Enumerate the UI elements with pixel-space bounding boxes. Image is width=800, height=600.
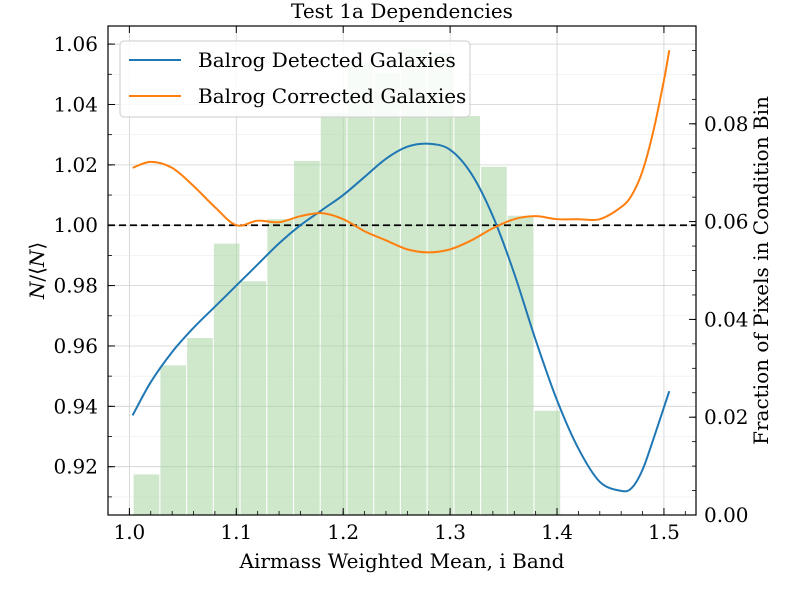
histogram-bar — [267, 219, 293, 515]
legend-label-2: Balrog Corrected Galaxies — [198, 84, 466, 108]
x-tick-label: 1.5 — [648, 520, 680, 544]
histogram-bar — [240, 281, 267, 515]
x-tick-label: 1.2 — [327, 520, 359, 544]
y-axis-label-part: N — [25, 248, 49, 268]
y-tick-label: 1.02 — [53, 153, 98, 177]
histogram-bar — [534, 410, 561, 515]
x-tick-label: 1.3 — [434, 520, 466, 544]
y2-tick-label: 0.06 — [704, 210, 749, 234]
y-tick-label: 1.04 — [53, 92, 98, 116]
y-axis-label-part: N — [25, 280, 49, 300]
x-tick-label: 1.0 — [113, 520, 145, 544]
axis-ticks: 1.0 1.1 1.2 1.3 1.4 1.5 0.92 0.94 0.96 0.98 1.00 1.… — [53, 26, 749, 544]
y-tick-label: 0.94 — [53, 394, 98, 418]
chart-title: Test 1a Dependencies — [291, 0, 513, 23]
y-axis-label: N/⟨N⟩ — [25, 242, 49, 300]
y-tick-label: 1.00 — [53, 213, 98, 237]
legend-label-1: Balrog Detected Galaxies — [198, 48, 456, 72]
histogram-bar — [187, 337, 213, 515]
histogram-bar — [213, 243, 240, 516]
y-axis-label-part: /⟨ — [25, 267, 49, 282]
y-tick-label: 0.92 — [53, 455, 98, 479]
y2-axis-label: Fraction of Pixels in Condition Bin — [749, 96, 773, 445]
x-tick-label: 1.4 — [541, 520, 573, 544]
y-axis-label-part: ⟩ — [25, 242, 49, 250]
x-tick-label: 1.1 — [220, 520, 252, 544]
histogram-bar — [374, 72, 400, 515]
y2-tick-label: 0.00 — [704, 503, 749, 527]
histogram-bar — [320, 113, 347, 516]
histogram-bar — [454, 115, 481, 515]
series-lines — [131, 49, 671, 493]
series-line-1 — [131, 142, 671, 493]
series-line-2 — [132, 49, 671, 254]
legend-box — [119, 40, 471, 118]
x-axis-label: Airmass Weighted Mean, i Band — [239, 549, 565, 573]
y2-tick-label: 0.08 — [704, 112, 749, 136]
histogram — [133, 48, 561, 516]
histogram-bar — [427, 52, 454, 516]
histogram-bar — [400, 48, 427, 516]
y-tick-label: 1.06 — [53, 32, 98, 56]
y-tick-label: 0.96 — [53, 334, 98, 358]
histogram-bar — [133, 474, 160, 515]
y-tick-label: 0.98 — [53, 274, 98, 298]
y2-tick-label: 0.02 — [704, 405, 749, 429]
y2-tick-label: 0.04 — [704, 307, 749, 331]
histogram-bar — [347, 61, 374, 515]
histogram-bar — [160, 365, 187, 515]
legend: Balrog Detected Galaxies Balrog Corrected… — [119, 40, 471, 118]
histogram-bar — [507, 215, 534, 515]
